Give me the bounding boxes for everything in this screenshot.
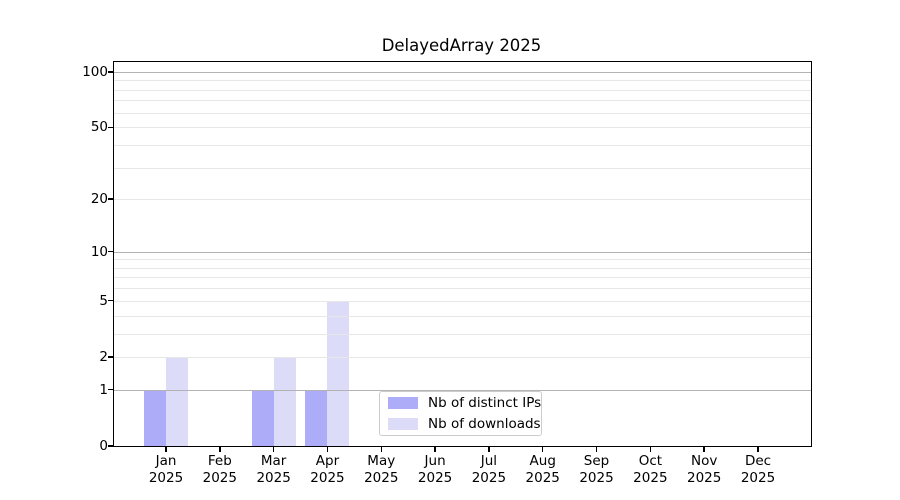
y-tick-mark (107, 356, 113, 358)
x-tick-label: Jun 2025 (417, 453, 453, 486)
y-tick-label: 0 (99, 438, 108, 454)
x-tick-label: Feb 2025 (202, 453, 237, 486)
gridline-major (114, 71, 811, 73)
x-tick-label: Apr 2025 (310, 453, 345, 486)
gridline-minor (114, 259, 811, 261)
gridline-minor (114, 333, 811, 335)
gridline-major (114, 251, 811, 253)
gridline-minor (114, 100, 811, 102)
plot-area: Nb of distinct IPs Nb of downloads 0 1 2 5 1… (82, 61, 812, 486)
x-tick-mark (488, 447, 490, 453)
gridline-minor (114, 356, 811, 358)
y-tick-label: 5 (99, 292, 108, 309)
gridline-minor (114, 89, 811, 91)
y-tick-label: 10 (90, 243, 108, 260)
bar-nb-of-downloads-apr (327, 300, 350, 446)
legend-swatch-downloads-icon (388, 418, 418, 430)
x-tick-label: Jul 2025 (471, 453, 507, 486)
y-tick-label: 1 (99, 381, 108, 398)
x-tick-label: Dec 2025 (740, 453, 776, 486)
gridline-minor (114, 277, 811, 279)
x-tick-label: Mar 2025 (256, 453, 291, 486)
x-tick-label: Jan 2025 (148, 453, 184, 486)
x-tick-mark (757, 447, 759, 453)
y-tick-mark (107, 445, 113, 447)
x-tick-label: Aug 2025 (525, 453, 560, 486)
gridline-minor (114, 127, 811, 129)
y-tick-mark (107, 198, 113, 200)
x-tick-mark (326, 447, 329, 453)
legend: Nb of distinct IPs Nb of downloads (379, 391, 542, 436)
gridline-minor (114, 300, 811, 302)
x-tick-mark (703, 447, 705, 453)
chart-title: DelayedArray 2025 (381, 36, 542, 55)
gridline-minor (114, 267, 811, 269)
x-tick-mark (272, 447, 275, 453)
y-tick-label: 50 (90, 119, 108, 136)
legend-item-distinct-ips: Nb of distinct IPs (388, 395, 541, 411)
legend-item-downloads: Nb of downloads (388, 416, 541, 432)
y-tick-mark (107, 300, 113, 302)
x-tick-label: Oct 2025 (633, 453, 668, 486)
gridline-minor (114, 144, 811, 146)
y-tick-mark (107, 126, 113, 128)
x-tick-mark (649, 447, 652, 453)
legend-label-downloads: Nb of downloads (428, 416, 541, 432)
x-tick-mark (434, 447, 436, 453)
x-tick-mark (219, 447, 221, 453)
x-tick-label: Sep 2025 (579, 453, 614, 486)
x-tick-mark (595, 447, 598, 453)
gridline-minor (114, 167, 811, 169)
y-tick-mark (107, 389, 113, 391)
y-tick-label: 20 (90, 191, 108, 208)
x-tick-label: May 2025 (364, 453, 399, 486)
x-tick-mark (165, 447, 167, 453)
gridline-minor (114, 199, 811, 201)
y-tick-mark (107, 71, 113, 73)
y-tick-label: 100 (82, 63, 108, 80)
gridline-minor (114, 80, 811, 82)
gridline-minor (114, 315, 811, 317)
bar-nb-of-distinct-ips-apr (305, 389, 328, 446)
x-tick-label: Nov 2025 (686, 453, 722, 486)
y-tick-mark (107, 250, 113, 253)
x-tick-mark (542, 447, 544, 453)
gridline-minor (114, 288, 811, 290)
legend-swatch-distinct-ips-icon (388, 397, 418, 409)
x-tick-mark (380, 447, 382, 453)
bar-nb-of-distinct-ips-mar (251, 389, 274, 446)
y-tick-label: 2 (99, 348, 108, 365)
bar-nb-of-downloads-jan (166, 356, 188, 446)
legend-label-distinct-ips: Nb of distinct IPs (428, 395, 542, 411)
bar-nb-of-distinct-ips-jan (144, 389, 166, 446)
bar-nb-of-downloads-mar (273, 356, 296, 446)
gridline-minor (114, 112, 811, 114)
